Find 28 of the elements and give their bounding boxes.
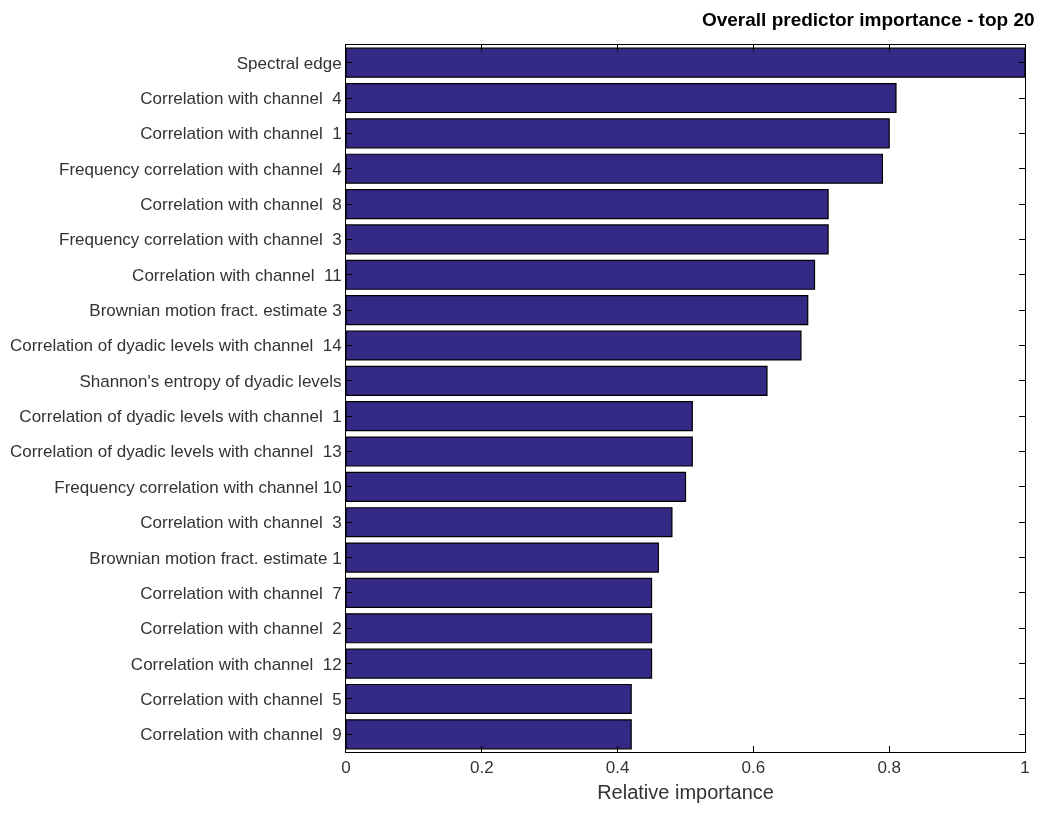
y-tick-label: Brownian motion fract. estimate 1 <box>89 548 342 568</box>
y-tick-label: Spectral edge <box>236 53 342 73</box>
x-tick-label: 1 <box>1020 758 1030 778</box>
x-tick-label: 0 <box>341 758 351 778</box>
y-tick-label: Correlation of dyadic levels with channel 1 <box>19 407 342 427</box>
y-tick-label: Correlation with channel 11 <box>132 265 342 285</box>
y-tick-label: Correlation with channel 9 <box>140 725 342 745</box>
y-tick-label: Correlation with channel 12 <box>130 654 342 674</box>
y-tick-label: Frequency correlation with channel 10 <box>54 477 342 497</box>
chart-title: Overall predictor importance - top 20 <box>701 8 1035 30</box>
x-tick-label: 0.6 <box>741 758 766 778</box>
y-tick-label: Correlation with channel 5 <box>140 689 342 709</box>
y-tick-label: Correlation with channel 2 <box>140 619 342 639</box>
y-tick-label: Correlation with channel 7 <box>140 583 342 603</box>
x-tick-label: 0.8 <box>877 758 902 778</box>
x-axis-title: Relative importance <box>597 780 774 803</box>
y-tick-label: Shannon's entropy of dyadic levels <box>79 371 342 391</box>
y-tick-label: Correlation with channel 1 <box>140 124 342 144</box>
y-tick-label: Frequency correlation with channel 4 <box>59 159 342 179</box>
y-tick-label: Correlation with channel 4 <box>140 88 342 108</box>
y-tick-label: Correlation with channel 8 <box>140 195 342 215</box>
x-tick-label: 0.2 <box>469 758 494 778</box>
y-tick-label: Correlation of dyadic levels with channel 14 <box>9 336 342 356</box>
y-tick-label: Brownian motion fract. estimate 3 <box>89 301 342 321</box>
y-tick-label: Frequency correlation with channel 3 <box>59 230 342 250</box>
y-tick-label: Correlation with channel 3 <box>140 513 342 533</box>
y-tick-label: Correlation of dyadic levels with channel 13 <box>9 442 342 462</box>
x-tick-label: 0.4 <box>605 758 630 778</box>
